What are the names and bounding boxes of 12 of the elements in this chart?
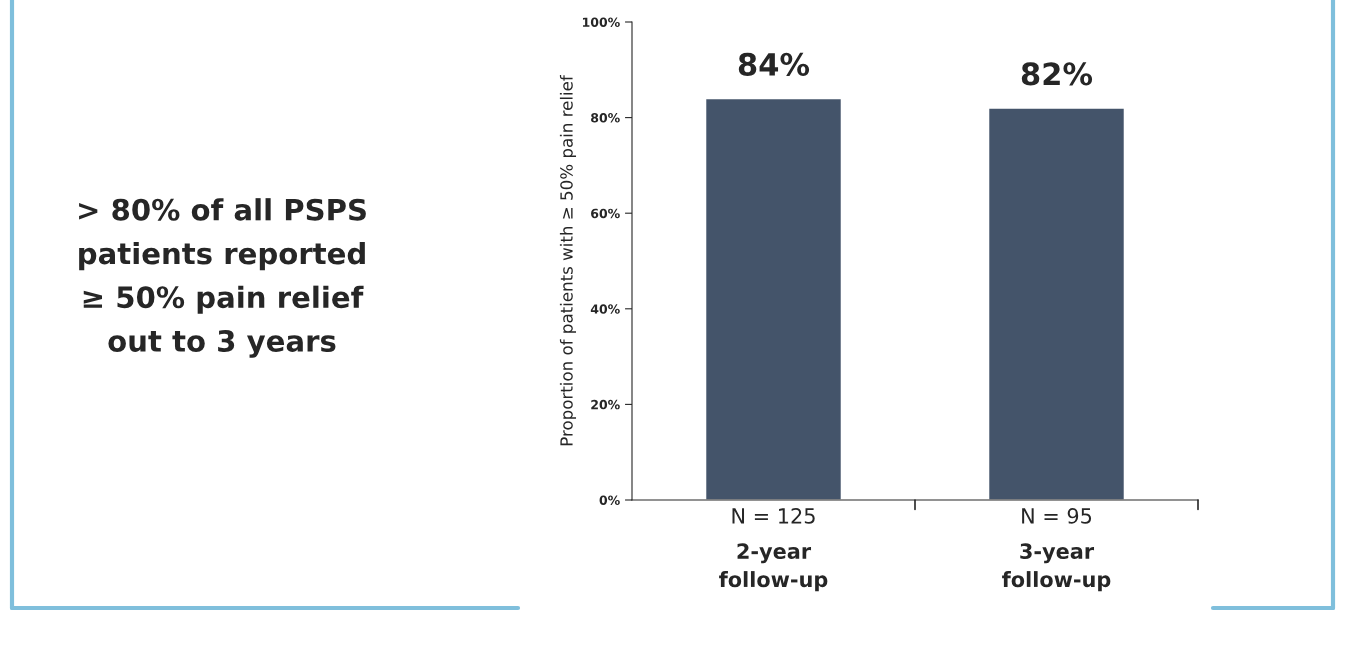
y-tick-label: 20% (591, 399, 620, 410)
y-tick-label: 100% (582, 17, 620, 27)
y-tick-label: 0% (599, 495, 620, 505)
data-label: 84% (738, 52, 810, 76)
y-tick-label: 80% (591, 113, 620, 123)
y-tick-label: 40% (590, 304, 620, 314)
y-tick-label: 60% (591, 208, 620, 219)
category-label: N = 95 3-year follow-up (1002, 508, 1111, 592)
category-label: N = 125 2-year follow-up (719, 508, 828, 592)
text: > 80% of all PSPS patients reported ≥ 50% pain relief out to 3 years (79, 198, 366, 358)
y-axis-title: Proportion of patients with ≥ 50% pain relief (559, 74, 577, 446)
data-label: 82% (1021, 62, 1093, 86)
